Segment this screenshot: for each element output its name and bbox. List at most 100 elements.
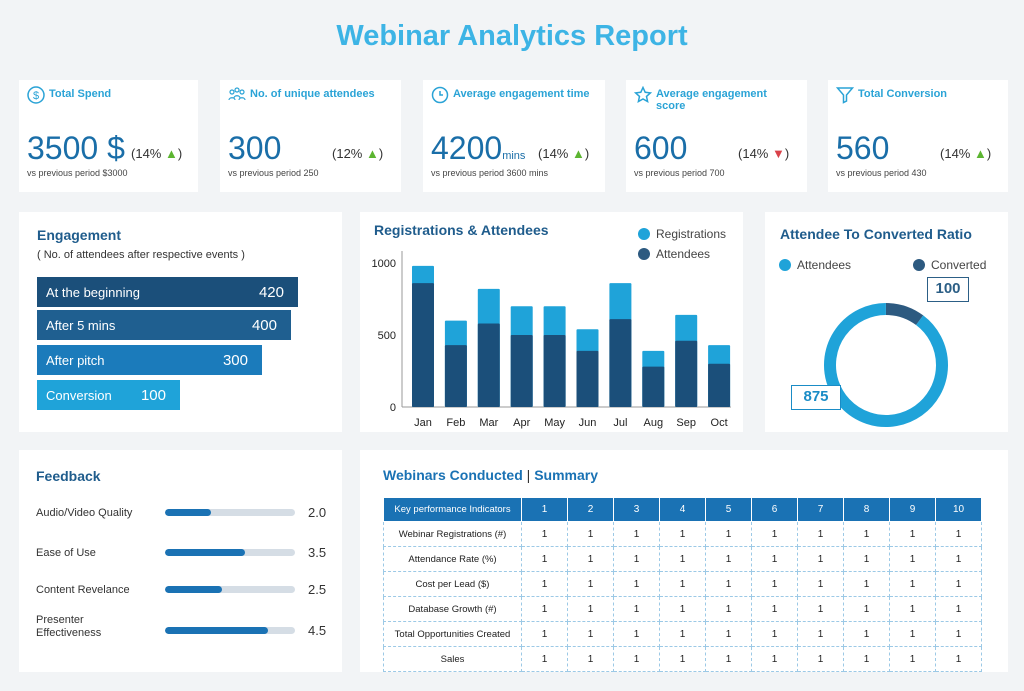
table-cell: 1 [797,546,844,572]
summary-subtitle: Summary [534,467,598,483]
donut-slice-converted [885,303,924,326]
table-cell: Database Growth (#) [383,596,522,622]
column-header: 10 [935,497,982,522]
x-tick-label: Mar [479,417,498,429]
column-header: 4 [659,497,706,522]
table-cell: 1 [751,546,798,572]
column-header: 9 [889,497,936,522]
legend-label: Registrations [656,227,727,241]
kpi-value: 3500 $ [27,130,125,166]
table-cell: 1 [705,571,752,597]
table-cell: 1 [567,646,614,672]
kpi-previous: vs previous period 3600 mins [431,168,549,178]
feedback-label: Ease of Use [36,547,96,559]
engagement-label: At the beginning [46,284,140,300]
table-cell: 1 [705,546,752,572]
feedback-bar [165,549,295,556]
kpi-card: $ Total Spend 3500 $ (14% ▲) vs previous… [19,80,198,192]
kpi-title: No. of unique attendees [250,88,375,100]
bar-attendees [510,335,533,407]
table-cell: Webinar Registrations (#) [383,521,522,547]
table-cell: 1 [935,621,982,647]
legend-swatch [779,259,791,271]
feedback-label: Presenter Effectiveness [36,614,102,639]
kpi-title: Total Conversion [858,88,948,100]
table-cell: 1 [613,571,660,597]
page-title: Webinar Analytics Report [336,20,688,52]
engagement-bar: Conversion 100 [37,380,180,410]
kpi-change: (14% ▲) [940,146,992,161]
bar-attendees [609,319,632,407]
column-header: Key performance Indicators [383,497,522,522]
legend-swatch [913,259,925,271]
table-cell: 1 [797,646,844,672]
table-cell: 1 [567,521,614,547]
x-tick-label: Feb [446,417,465,429]
kpi-value: 4200mins [431,130,526,166]
bar-attendees [708,363,731,407]
legend-swatch [638,248,650,260]
table-row: Attendance Rate (%) 1 1 1 1 1 1 1 1 1 1 [383,546,982,572]
x-tick-label: Jul [613,417,627,429]
kpi-title: Average engagement score [656,88,767,112]
bar-attendees [642,366,665,407]
feedback-title: Feedback [36,468,101,484]
donut-slice-attendees [824,303,948,427]
table-cell: 1 [567,596,614,622]
kpi-card: No. of unique attendees 300 (12% ▲) vs p… [220,80,401,192]
feedback-bar-fill [165,586,223,593]
kpi-change: (12% ▲) [332,146,384,161]
y-tick-label: 0 [390,402,396,414]
legend-label: Attendees [797,258,852,272]
table-cell: 1 [843,621,890,647]
summary-title: Webinars Conducted [383,467,523,483]
feedback-card: Feedback Audio/Video Quality 2.0 Ease of … [19,450,342,672]
table-cell: 1 [751,596,798,622]
kpi-card: Total Conversion 560 (14% ▲) vs previous… [828,80,1008,192]
table-cell: 1 [935,596,982,622]
x-tick-label: Apr [513,417,530,429]
table-cell: Cost per Lead ($) [383,571,522,597]
engagement-bar: At the beginning 420 [37,277,298,307]
legend-label: Converted [931,258,987,272]
table-cell: 1 [613,521,660,547]
table-cell: 1 [843,646,890,672]
feedback-bar-fill [165,509,211,516]
kpi-change: (14% ▲) [131,146,183,161]
engagement-value: 300 [222,351,248,369]
feedback-bar-fill [165,549,245,556]
table-cell: 1 [889,521,936,547]
table-cell: 1 [567,546,614,572]
star-icon [633,85,653,104]
table-cell: 1 [843,521,890,547]
table-cell: 1 [889,571,936,597]
feedback-bar [165,627,295,634]
table-cell: 1 [613,621,660,647]
svg-text:$: $ [33,90,39,102]
feedback-value: 3.5 [308,545,327,560]
column-header: 6 [751,497,798,522]
engagement-subtitle: ( No. of attendees after respective even… [37,249,245,261]
table-cell: 1 [889,646,936,672]
trend-up-icon: ▲ [165,146,178,161]
table-cell: 1 [751,521,798,547]
ratio-title: Attendee To Converted Ratio [780,226,972,242]
table-cell: 1 [843,546,890,572]
table-cell: 1 [889,621,936,647]
summary-card: Webinars Conducted | Summary Key perform… [360,450,1008,672]
table-cell: Total Opportunities Created [383,621,522,647]
table-cell: 1 [521,546,568,572]
table-cell: 1 [843,596,890,622]
table-cell: 1 [797,571,844,597]
table-cell: Sales [383,646,522,672]
x-tick-label: Sep [676,417,696,429]
table-cell: 1 [843,571,890,597]
table-cell: 1 [705,521,752,547]
table-cell: Attendance Rate (%) [383,546,522,572]
table-cell: 1 [521,521,568,547]
column-header: 7 [797,497,844,522]
engagement-title: Engagement [37,227,122,243]
table-cell: 1 [659,521,706,547]
table-cell: 1 [705,621,752,647]
kpi-previous: vs previous period 430 [836,168,927,178]
